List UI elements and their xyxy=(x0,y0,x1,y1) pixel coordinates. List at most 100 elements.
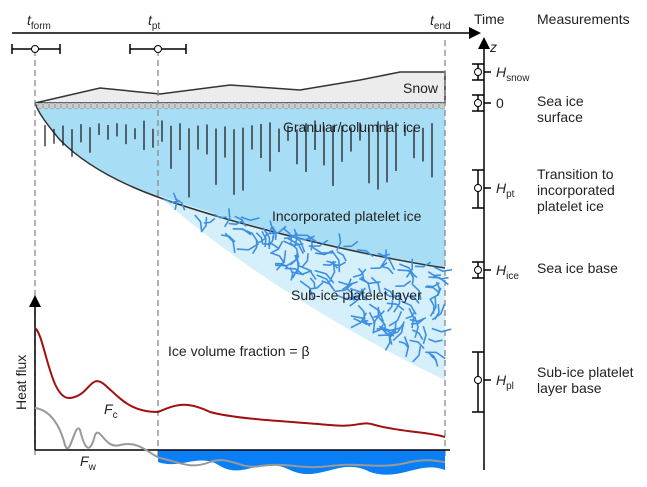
platelet xyxy=(274,262,289,269)
layer-label: Sub-ice platelet layer xyxy=(291,287,422,303)
platelet xyxy=(357,267,365,280)
platelet xyxy=(214,213,227,219)
measurement-label: surface xyxy=(537,109,583,125)
platelet xyxy=(294,254,300,274)
platelet xyxy=(275,258,298,267)
platelet xyxy=(308,281,324,290)
measurement-label: layer base xyxy=(537,380,602,396)
granule xyxy=(300,102,308,110)
marker xyxy=(474,68,482,76)
granule xyxy=(198,102,206,110)
granule xyxy=(144,102,152,110)
granule xyxy=(150,102,158,110)
granule xyxy=(294,102,302,110)
granule xyxy=(270,102,278,110)
granule xyxy=(174,102,182,110)
platelet xyxy=(370,261,388,270)
measurement-label: Sea ice base xyxy=(537,260,618,276)
granule xyxy=(216,102,224,110)
granule xyxy=(120,102,128,110)
granule xyxy=(240,102,248,110)
subscript: c xyxy=(113,410,118,421)
granule xyxy=(396,102,404,110)
granule xyxy=(96,102,104,110)
platelet xyxy=(224,232,236,253)
subscript: end xyxy=(434,21,451,32)
platelet xyxy=(411,329,424,340)
granule xyxy=(402,102,410,110)
granule xyxy=(420,102,428,110)
platelet xyxy=(333,261,346,267)
granule xyxy=(156,102,164,110)
platelet xyxy=(434,303,440,320)
symbol: t xyxy=(430,12,435,28)
granule xyxy=(66,102,74,110)
platelet xyxy=(376,327,395,337)
platelet xyxy=(287,237,305,255)
platelet xyxy=(370,276,381,293)
platelet xyxy=(349,288,363,307)
subscript: pl xyxy=(506,381,514,392)
platelet xyxy=(380,249,387,268)
flux-label: Fc xyxy=(104,401,118,421)
granule xyxy=(354,102,362,110)
measurement-label: incorporated xyxy=(537,182,615,198)
symbol: t xyxy=(148,12,153,28)
platelet xyxy=(372,323,385,334)
platelet xyxy=(343,240,359,248)
granule xyxy=(84,102,92,110)
layer-label: Snow xyxy=(403,80,439,96)
granule xyxy=(108,102,116,110)
flux-label: Fw xyxy=(80,453,97,473)
platelet xyxy=(357,304,366,320)
platelet xyxy=(395,280,412,288)
measurement-label: Transition to xyxy=(537,166,614,182)
measurement-symbol: Hpl xyxy=(496,372,514,392)
platelet xyxy=(341,278,352,291)
platelet xyxy=(294,235,315,241)
granule xyxy=(186,102,194,110)
measurement-symbol: Hpt xyxy=(496,180,515,200)
measurement-symbol: Hice xyxy=(496,262,519,282)
platelet xyxy=(334,282,354,293)
platelet xyxy=(301,253,309,268)
platelet xyxy=(425,351,446,360)
platelet xyxy=(381,265,394,275)
platelet xyxy=(360,320,373,325)
platelet xyxy=(350,315,371,327)
granule xyxy=(42,102,50,110)
platelet xyxy=(388,322,397,339)
header: Measurements xyxy=(537,11,630,27)
measurement-label: Sea ice xyxy=(537,93,584,109)
platelet xyxy=(255,232,264,245)
symbol: 0 xyxy=(496,95,504,111)
z-label: z xyxy=(489,39,497,55)
granule xyxy=(330,102,338,110)
granule xyxy=(378,102,386,110)
subscript: pt xyxy=(506,189,515,200)
platelet xyxy=(174,198,186,211)
platelet xyxy=(386,300,394,312)
platelet xyxy=(194,214,203,231)
platelet xyxy=(407,295,420,304)
platelet xyxy=(331,250,341,273)
platelet xyxy=(283,240,304,247)
platelet xyxy=(392,321,405,342)
platelet xyxy=(200,216,208,233)
platelet xyxy=(236,242,260,251)
layer-label: Granular/columnar ice xyxy=(283,119,421,135)
platelet xyxy=(228,219,244,226)
platelet xyxy=(373,310,385,318)
platelet xyxy=(409,272,415,285)
platelet xyxy=(388,310,403,327)
platelet xyxy=(378,325,402,332)
platelet xyxy=(377,252,391,257)
granule xyxy=(366,102,374,110)
platelet xyxy=(372,306,380,324)
platelet xyxy=(378,316,387,335)
granule xyxy=(252,102,260,110)
granule xyxy=(384,102,392,110)
platelet xyxy=(433,274,449,280)
platelet xyxy=(431,327,452,333)
